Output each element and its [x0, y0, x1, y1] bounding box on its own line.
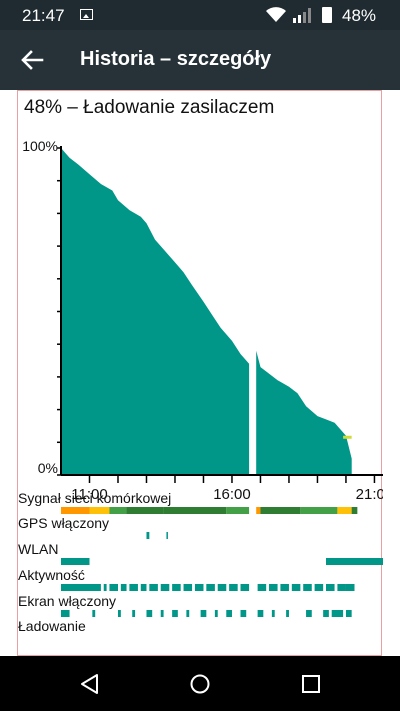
row-segment: [240, 584, 250, 591]
row-label-4: Ekran włączony: [18, 593, 116, 609]
row-segment: [117, 610, 121, 617]
row-segment: [280, 584, 289, 591]
row-segment: [314, 584, 324, 591]
row-segment: [337, 584, 346, 591]
row-segment: [172, 610, 178, 617]
row-segment: [226, 610, 232, 617]
row-segment: [306, 610, 312, 617]
row-segment: [186, 610, 190, 617]
row-segment: [140, 584, 147, 591]
row-label-2: WLAN: [18, 541, 58, 557]
row-segment: [61, 610, 70, 617]
row-segment: [92, 610, 96, 617]
row-segment: [61, 558, 90, 565]
home-circle-icon[interactable]: [189, 673, 211, 695]
row-segment: [146, 532, 150, 539]
row-segment: [160, 610, 164, 617]
row-segment: [303, 584, 312, 591]
x-tick-label: 11:00: [71, 486, 107, 503]
row-segment: [163, 507, 227, 514]
battery-icon: [322, 7, 332, 23]
battery-history-chart: 100% 0% 11:00 16:00 21:00 Sygnał sieci komórk…: [18, 138, 383, 634]
row-segment: [129, 584, 138, 591]
status-bar: 21:47 48%: [0, 0, 400, 30]
row-segment: [271, 610, 275, 617]
recents-square-icon[interactable]: [301, 673, 321, 695]
charging-indicator: [343, 435, 352, 439]
row-segment: [61, 584, 101, 591]
row-segment: [149, 584, 158, 591]
wifi-icon: [266, 7, 286, 22]
status-time: 21:47: [22, 6, 65, 25]
row-segment: [257, 584, 267, 591]
row-segment: [300, 507, 338, 514]
row-segment: [160, 584, 170, 591]
row-segment: [331, 610, 344, 617]
x-tick-label: 16:00: [213, 486, 251, 503]
battery-summary: 48% – Ładowanie zasilaczem: [24, 97, 275, 118]
battery-area-segment-0: [61, 148, 250, 475]
row-segment: [183, 584, 193, 591]
battery-percent: 48%: [342, 6, 377, 25]
row-segment: [214, 610, 218, 617]
row-segment: [326, 558, 383, 565]
page-title: Historia – szczegóły: [80, 48, 272, 70]
row-label-3: Aktywność: [18, 567, 85, 583]
row-segment: [260, 507, 301, 514]
row-segment: [200, 610, 207, 617]
row-segment: [269, 584, 278, 591]
row-segment: [109, 584, 118, 591]
image-icon: [80, 9, 93, 20]
row-segment: [61, 507, 90, 514]
row-segment: [172, 584, 181, 591]
x-tick-label: 21:00: [356, 486, 383, 503]
row-segment: [89, 507, 110, 514]
row-label-0: Sygnał sieci komórkowej: [18, 490, 171, 506]
row-segment: [337, 507, 352, 514]
row-segment: [323, 610, 329, 617]
row-segment: [166, 532, 168, 539]
row-segment: [240, 610, 247, 617]
row-segment: [286, 610, 289, 617]
back-triangle-icon[interactable]: [79, 673, 101, 695]
row-segment: [226, 507, 250, 514]
row-segment: [109, 507, 127, 514]
y-tick-label-top: 100%: [22, 138, 58, 154]
signal-icon: [293, 8, 311, 23]
y-tick-label-bottom: 0%: [38, 460, 58, 476]
row-segment: [120, 584, 127, 591]
battery-area-segment-1: [256, 350, 352, 475]
row-segment: [126, 507, 164, 514]
row-segment: [206, 584, 215, 591]
row-segment: [351, 507, 358, 514]
row-segment: [217, 584, 227, 591]
row-segment: [257, 610, 264, 617]
row-segment: [229, 584, 238, 591]
arrow-left-icon[interactable]: [16, 46, 48, 74]
row-segment: [345, 584, 355, 591]
row-segment: [132, 610, 136, 617]
row-segment: [256, 507, 261, 514]
row-segment: [291, 584, 301, 591]
row-segment: [345, 610, 352, 617]
row-segment: [103, 584, 107, 591]
navigation-bar: [0, 656, 400, 711]
row-segment: [194, 584, 204, 591]
row-label-5: Ładowanie: [18, 618, 86, 634]
row-segment: [146, 610, 153, 617]
row-label-1: GPS włączony: [18, 515, 109, 531]
row-segment: [326, 584, 335, 591]
app-bar: Historia – szczegóły: [0, 30, 400, 90]
